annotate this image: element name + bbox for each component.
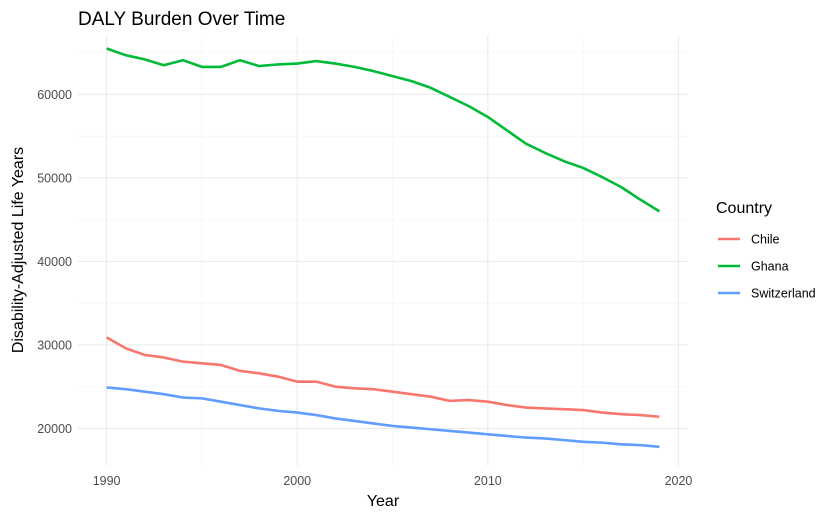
y-tick-label: 40000: [37, 255, 72, 269]
x-tick-label: 2020: [665, 474, 693, 488]
x-tick-label: 2010: [474, 474, 502, 488]
series-line-switzerland: [106, 386, 660, 449]
legend-label-switzerland: Switzerland: [751, 287, 816, 301]
x-tick-label: 1990: [93, 474, 121, 488]
grid-layer: [78, 36, 688, 466]
x-tick-label: 2000: [283, 474, 311, 488]
tick-label-layer: 1990 2000 2010 2020 20000 30000 40000 50000 6000…: [37, 88, 692, 488]
series-line-ghana: [106, 47, 661, 213]
x-axis-title: Year: [367, 493, 400, 510]
y-axis-title: Disability-Adjusted Life Years: [10, 147, 27, 353]
legend-items: Chile Ghana Switzerland: [718, 233, 816, 301]
y-tick-label: 30000: [37, 338, 72, 352]
legend: Country Chile Ghana Switzerland: [716, 200, 816, 301]
y-tick-label: 50000: [37, 171, 72, 185]
chart-title: DALY Burden Over Time: [78, 9, 285, 30]
legend-label-chile: Chile: [751, 233, 780, 247]
legend-title: Country: [716, 200, 772, 217]
legend-label-ghana: Ghana: [751, 260, 789, 274]
y-tick-label: 20000: [37, 422, 72, 436]
y-tick-label: 60000: [37, 88, 72, 102]
series-layer: [105, 47, 661, 449]
series-line-chile: [105, 336, 660, 419]
